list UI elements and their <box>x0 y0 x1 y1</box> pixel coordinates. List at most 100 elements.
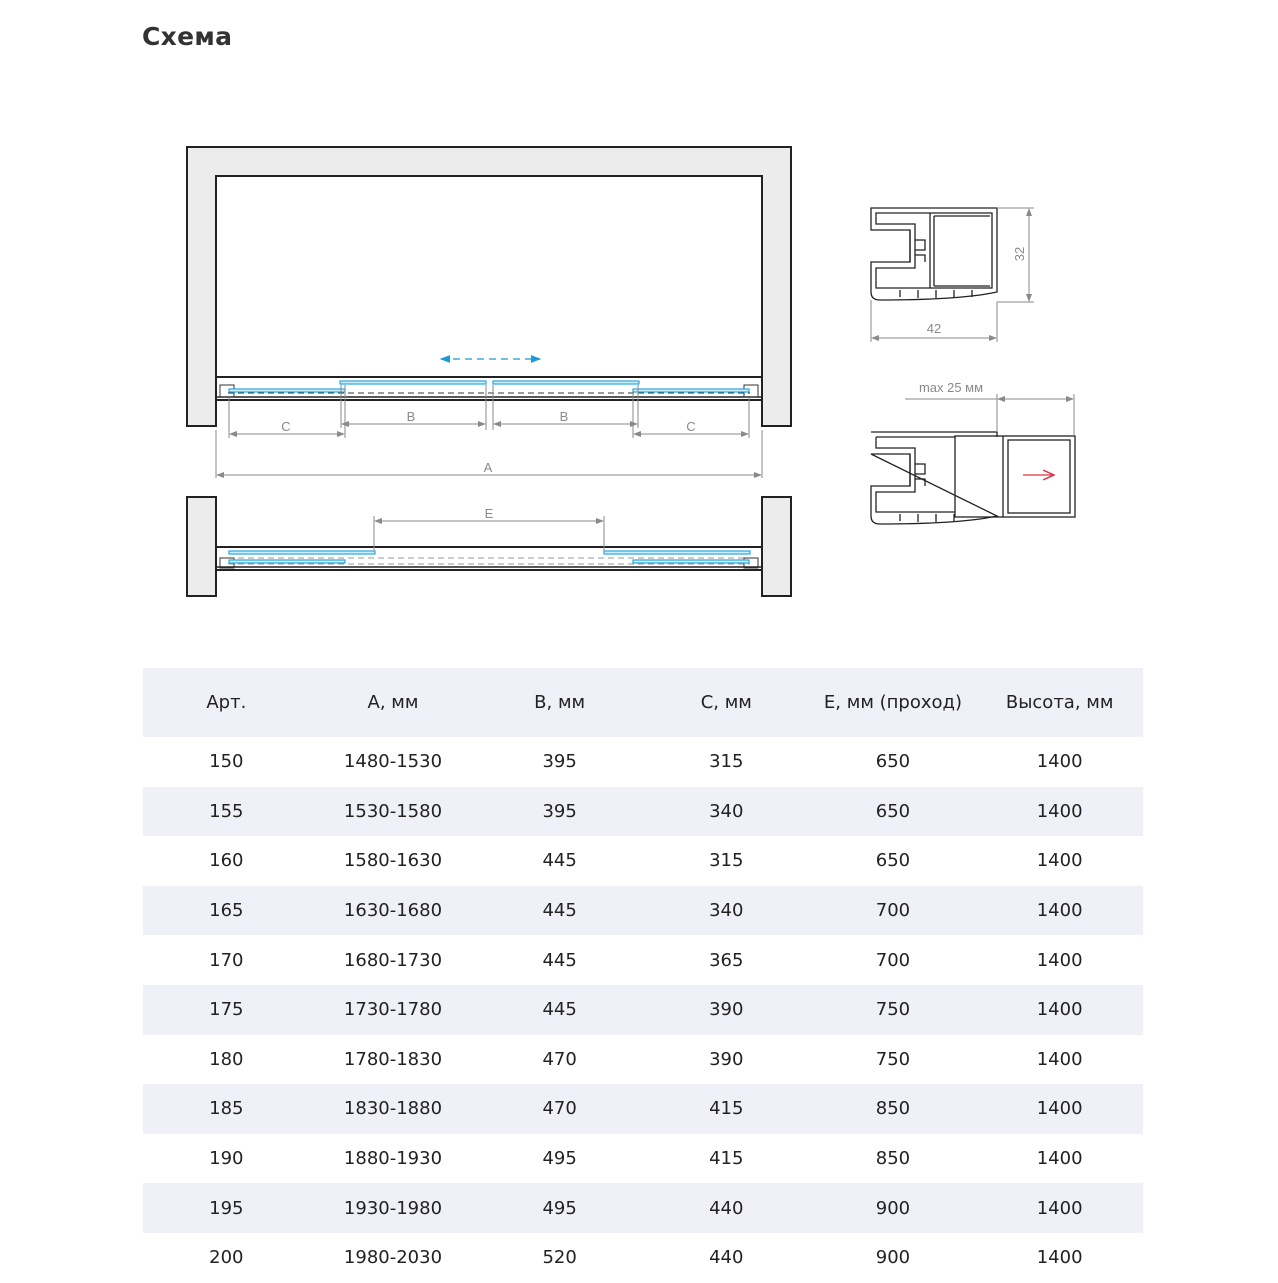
table-cell: 750 <box>875 1048 911 1070</box>
table-cell: 1630-1680 <box>309 885 477 936</box>
column-header-c: C, мм <box>642 668 810 737</box>
table-cell: 440 <box>642 1183 810 1233</box>
table-cell: 1980-2030 <box>343 1247 443 1269</box>
table-cell: 700 <box>809 885 977 936</box>
table-cell: 1930-1980 <box>309 1183 477 1233</box>
table-cell: 445 <box>476 984 643 1035</box>
table-cell: 200 <box>209 1247 244 1269</box>
table-cell: 1780-1830 <box>343 1048 443 1070</box>
table-cell: 170 <box>209 949 244 971</box>
table-cell: 650 <box>875 751 911 773</box>
table-cell: 395 <box>476 786 643 837</box>
table-cell: 495 <box>542 1148 577 1170</box>
table-row: 150 1480-1530 395 315 650 1400 <box>143 737 1143 787</box>
wall-profile-section <box>870 207 1034 342</box>
table-body: 150 1480-1530 395 315 650 1400 155 1530-1580 395… <box>143 737 1143 1283</box>
table-header-row: Арт. A, мм B, мм C, мм E, мм (проход) Вы… <box>143 668 1143 737</box>
column-header-height: Высота, мм <box>976 668 1143 737</box>
column-header-b: B, мм <box>476 668 643 737</box>
wall-frame <box>186 146 792 427</box>
table-cell: 445 <box>476 885 643 936</box>
wall-right <box>761 496 792 597</box>
table-row: 170 1680-1730 445 365 700 1400 <box>143 935 1143 985</box>
table-cell: 650 <box>875 850 911 872</box>
table-cell: 365 <box>709 949 744 971</box>
table-cell: 180 <box>209 1048 244 1070</box>
table-cell: 315 <box>709 850 744 872</box>
glass-panel-sliding-right <box>492 380 640 385</box>
glass-panel-fixed-left <box>228 559 346 564</box>
table-cell: 340 <box>642 885 810 936</box>
dimension-label-b-left: B <box>407 409 416 424</box>
column-header-article: Арт. <box>143 668 310 737</box>
dimension-label-c-right: C <box>686 419 695 434</box>
wall-left <box>186 496 217 597</box>
dimension-label-32: 32 <box>1012 247 1027 261</box>
dimension-label-max-offset: max 25 мм <box>919 380 983 395</box>
table-cell: 900 <box>875 1247 911 1269</box>
glass-panel-fixed-right <box>632 559 750 564</box>
table-cell: 150 <box>209 751 244 773</box>
table-cell: 700 <box>875 949 911 971</box>
table-cell: 1400 <box>976 1183 1143 1233</box>
table-cell: 650 <box>809 786 977 837</box>
table-cell: 850 <box>809 1084 977 1134</box>
table-cell: 900 <box>809 1183 977 1233</box>
dimension-label-42: 42 <box>927 321 941 336</box>
table-cell: 1400 <box>976 885 1143 936</box>
table-cell: 155 <box>143 786 310 837</box>
table-cell: 1730-1780 <box>309 984 477 1035</box>
table-cell: 1400 <box>1036 1247 1083 1269</box>
table-cell: 445 <box>542 949 577 971</box>
glass-panel-sliding-left <box>228 550 376 555</box>
dimension-label-c-left: C <box>281 419 290 434</box>
glass-panel-sliding-left <box>339 380 487 385</box>
table-cell: 160 <box>209 850 244 872</box>
table-cell: 185 <box>143 1084 310 1134</box>
table-cell: 445 <box>542 850 577 872</box>
dimension-label-a: A <box>484 460 493 475</box>
scheme-diagram: C B B C A E <box>186 146 1076 597</box>
table-cell: 415 <box>642 1084 810 1134</box>
table-cell: 1830-1880 <box>309 1084 477 1134</box>
dimensions-table: Арт. A, мм B, мм C, мм E, мм (проход) Вы… <box>143 668 1143 1283</box>
table-row: 160 1580-1630 445 315 650 1400 <box>143 836 1143 886</box>
glass-panel-sliding-right <box>603 550 751 555</box>
table-cell: 1400 <box>1036 1048 1083 1070</box>
table-cell: 1400 <box>976 984 1143 1035</box>
table-cell: 1530-1580 <box>309 786 477 837</box>
table-cell: 520 <box>542 1247 577 1269</box>
table-cell: 1400 <box>1036 949 1083 971</box>
table-cell: 495 <box>476 1183 643 1233</box>
table-cell: 750 <box>809 984 977 1035</box>
section-title: Схема <box>142 22 233 51</box>
table-cell: 190 <box>209 1148 244 1170</box>
glass-panel-fixed-left <box>228 388 346 393</box>
table-row: 155 1530-1580 395 340 650 1400 <box>143 786 1143 837</box>
table-cell: 1400 <box>1036 1148 1083 1170</box>
table-cell: 390 <box>642 984 810 1035</box>
table-cell: 165 <box>143 885 310 936</box>
table-row: 185 1830-1880 470 415 850 1400 <box>143 1084 1143 1134</box>
table-cell: 1400 <box>976 786 1143 837</box>
table-cell: 340 <box>642 786 810 837</box>
table-cell: 175 <box>143 984 310 1035</box>
table-cell: 395 <box>542 751 577 773</box>
table-row: 175 1730-1780 445 390 750 1400 <box>143 984 1143 1035</box>
table-row: 180 1780-1830 470 390 750 1400 <box>143 1035 1143 1085</box>
open-plan-view: E <box>186 496 792 597</box>
table-cell: 1400 <box>976 1084 1143 1134</box>
column-header-a: A, мм <box>309 668 477 737</box>
table-cell: 1880-1930 <box>343 1148 443 1170</box>
table-cell: 315 <box>709 751 744 773</box>
dimension-label-b-right: B <box>560 409 569 424</box>
table-row: 190 1880-1930 495 415 850 1400 <box>143 1134 1143 1184</box>
table-cell: 415 <box>709 1148 744 1170</box>
table-cell: 470 <box>476 1084 643 1134</box>
table-row: 200 1980-2030 520 440 900 1400 <box>143 1233 1143 1283</box>
dimension-label-e: E <box>485 506 494 521</box>
table-cell: 1400 <box>1036 850 1083 872</box>
table-cell: 195 <box>143 1183 310 1233</box>
table-cell: 1480-1530 <box>343 751 443 773</box>
table-cell: 470 <box>542 1048 577 1070</box>
